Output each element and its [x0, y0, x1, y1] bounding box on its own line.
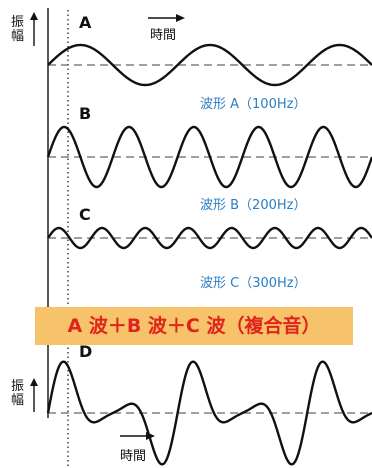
- combined-sound-banner: A 波＋B 波＋C 波（複合音）: [35, 307, 353, 345]
- waveform-c: [47, 226, 372, 250]
- time-arrow-top-head: [176, 14, 185, 22]
- amplitude-label-bottom: 振幅: [11, 379, 25, 408]
- waveform-a: [47, 43, 372, 87]
- caption-wave-b: 波形 B（200Hz）: [200, 198, 307, 213]
- panel-letter-a: A: [79, 13, 92, 32]
- amplitude-arrow-top-head: [30, 12, 38, 20]
- time-label-top: 時間: [150, 28, 177, 43]
- amplitude-arrow-bottom-head: [30, 378, 38, 386]
- waveform-d-combined: [46, 360, 372, 466]
- time-label-bottom: 時間: [120, 449, 147, 464]
- amplitude-label-top: 振幅: [11, 15, 25, 44]
- panel-letter-c: C: [79, 205, 91, 224]
- waveform-b: [46, 125, 372, 189]
- caption-wave-a: 波形 A（100Hz）: [200, 97, 307, 112]
- caption-wave-c: 波形 C（300Hz）: [200, 276, 307, 291]
- panel-letter-d: D: [79, 342, 93, 361]
- panel-letter-b: B: [79, 104, 92, 123]
